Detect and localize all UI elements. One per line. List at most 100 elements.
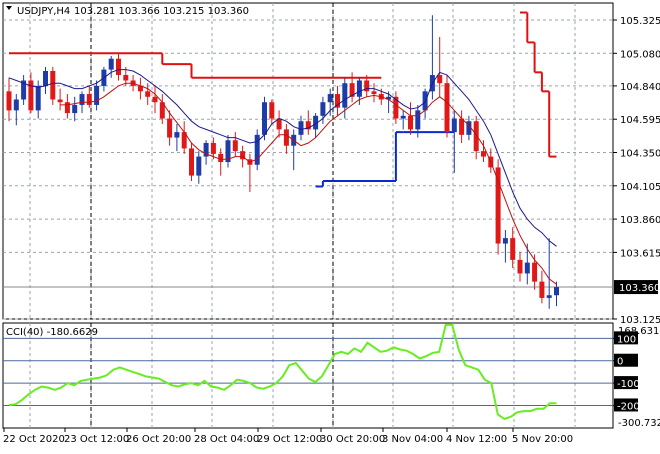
- candle-bearish: [495, 167, 501, 244]
- candle-bullish: [79, 94, 85, 105]
- candle-bullish: [451, 118, 457, 133]
- cci-level-badge: [614, 376, 638, 390]
- candle-bullish: [262, 102, 267, 135]
- time-tick-label: 4 Nov 12:00: [446, 434, 507, 445]
- symbol-label: USDJPY,H4: [17, 6, 70, 17]
- candle-bearish: [159, 102, 165, 119]
- price-tick-label: 105.325: [620, 16, 660, 27]
- candle-bullish: [21, 80, 27, 100]
- candle-bearish: [532, 262, 538, 282]
- price-tick-label: 103.615: [620, 248, 660, 259]
- candle-bullish: [524, 262, 530, 274]
- candle-bullish: [72, 104, 78, 114]
- time-tick-label: 28 Oct 04:00: [194, 434, 259, 445]
- candle-bullish: [225, 140, 231, 163]
- time-tick-label: 23 Oct 12:00: [64, 434, 129, 445]
- chart-menu-icon[interactable]: [6, 6, 12, 10]
- candle-bearish: [6, 91, 12, 111]
- cci-scale-min: -300.7329: [618, 418, 660, 429]
- ohlc-label: 103.281 103.366 103.215 103.360: [74, 6, 249, 17]
- candle-bearish: [276, 118, 282, 130]
- candle-bearish: [232, 140, 238, 152]
- candle-bullish: [94, 85, 100, 105]
- candle-bearish: [50, 70, 56, 100]
- price-tick-label: 104.350: [620, 149, 660, 160]
- candle-bullish: [13, 99, 19, 111]
- cci-indicator: [8, 323, 557, 421]
- candle-bullish: [320, 102, 326, 116]
- candle-bullish: [546, 295, 552, 298]
- cci-level-label: 0: [617, 357, 623, 368]
- candle-bearish: [517, 259, 523, 274]
- price-tick-label: 103.860: [620, 215, 660, 226]
- candle-bearish: [539, 281, 545, 298]
- candle-bearish: [481, 151, 486, 157]
- candle-bearish: [145, 91, 151, 97]
- cci-level-badge: [614, 353, 638, 367]
- price-panel-frame: [2, 2, 614, 320]
- cci-level-label: 100: [617, 334, 636, 345]
- candle-bullish: [203, 142, 209, 157]
- price-tick-label: 104.105: [620, 182, 660, 193]
- candle-bearish: [473, 121, 479, 152]
- candle-bullish: [174, 132, 180, 138]
- candle-bearish: [408, 115, 413, 130]
- cci-scale-max: 168.6313: [618, 326, 660, 337]
- candle-bearish: [64, 102, 70, 114]
- candle-bullish: [400, 115, 406, 119]
- candle-bearish: [349, 83, 355, 97]
- candle-bearish: [305, 121, 311, 130]
- candle-bearish: [335, 94, 340, 108]
- parabolic-sar: [9, 11, 557, 188]
- time-tick-label: 3 Nov 04:00: [382, 434, 443, 445]
- candle-bearish: [269, 102, 275, 119]
- candle-bearish: [28, 80, 34, 111]
- time-tick-label: 5 Nov 20:00: [512, 434, 573, 445]
- candle-bearish: [444, 83, 450, 133]
- moving-averages: [8, 69, 557, 285]
- candle-bearish: [116, 58, 121, 76]
- candle-bearish: [167, 118, 173, 138]
- axes: 105.325 105.080 104.840 104.595 104.350 104.1…: [3, 16, 660, 445]
- candle-bearish: [137, 85, 143, 92]
- price-tick-label: 105.080: [620, 49, 660, 60]
- candle-bearish: [189, 148, 194, 176]
- candle-bullish: [466, 121, 472, 135]
- candle-bearish: [393, 96, 399, 119]
- candle-bullish: [43, 70, 48, 86]
- cci-level-label: -100: [617, 379, 640, 390]
- candle-bearish: [240, 151, 246, 160]
- time-tick-label: 22 Oct 2020: [3, 434, 65, 445]
- candle-bullish: [415, 110, 421, 130]
- price-tick-label: 104.840: [620, 82, 660, 93]
- candle-bearish: [364, 80, 370, 92]
- candle-bullish: [313, 115, 319, 130]
- candle-bullish: [196, 156, 202, 176]
- cci-level-label: -200: [617, 401, 640, 412]
- main-grid: [2, 2, 614, 320]
- time-tick-label: 30 Oct 20:00: [320, 434, 385, 445]
- current-price-label: 103.360: [619, 283, 660, 294]
- candle-bearish: [152, 96, 158, 103]
- cci-panel-frame: [2, 322, 614, 429]
- candle-bearish: [437, 75, 443, 84]
- time-tick-label: 29 Oct 12:00: [257, 434, 322, 445]
- candle-bullish: [342, 83, 348, 108]
- candle-bearish: [371, 91, 377, 95]
- candle-bearish: [57, 99, 63, 103]
- ma-slow-line: [60, 82, 557, 285]
- candle-bullish: [35, 85, 41, 111]
- cci-line: [8, 323, 557, 421]
- candle-bullish: [298, 121, 304, 135]
- cci-level-badge: [614, 398, 638, 412]
- candle-bearish: [86, 94, 92, 105]
- ma-fast-line: [8, 69, 557, 247]
- candle-bearish: [181, 132, 187, 149]
- candle-bearish: [123, 75, 129, 81]
- price-tick-label: 103.125: [620, 315, 660, 326]
- candle-bullish: [108, 58, 114, 70]
- cci-grid: [2, 322, 614, 429]
